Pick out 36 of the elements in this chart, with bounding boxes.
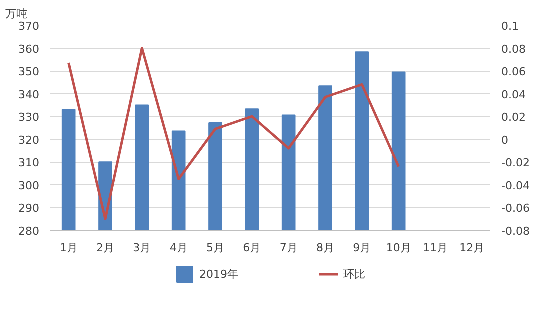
- y-tick-label: 290: [18, 202, 40, 216]
- y-tick-label: 350: [18, 66, 40, 79]
- y2-tick-label: -0.06: [502, 202, 530, 216]
- x-tick-label: 12月: [460, 242, 485, 254]
- x-tick-label: 2月: [96, 242, 114, 254]
- x-tick-label: 10月: [386, 242, 412, 254]
- legend-label: 环比: [344, 266, 366, 282]
- y-tick-label: 340: [18, 88, 40, 102]
- y2-tick-label: -0.04: [502, 179, 530, 192]
- y-axis-title: 万吨: [6, 8, 28, 20]
- x-tick-label: 11月: [423, 242, 448, 254]
- x-tick-label: 8月: [316, 242, 334, 254]
- y2-tick-label: 0.06: [502, 66, 526, 79]
- y2-tick-label: 0.1: [502, 20, 519, 33]
- line-series: [68, 47, 400, 220]
- y2-tick-label: 0.08: [502, 42, 526, 56]
- x-tick-label: 3月: [133, 242, 152, 254]
- y-tick-label: 320: [18, 134, 40, 147]
- legend-label: 2019年: [200, 266, 238, 282]
- y2-tick-label: -0.02: [502, 156, 530, 170]
- y2-tick-label: -0.08: [502, 225, 530, 238]
- x-tick-label: 9月: [353, 242, 372, 254]
- x-tick-label: 5月: [206, 242, 224, 254]
- y2-tick-label: 0.04: [502, 88, 526, 102]
- y-tick-label: 310: [18, 156, 40, 170]
- x-tick-label: 1月: [60, 242, 78, 254]
- y2-tick-label: 0.02: [502, 111, 526, 124]
- y-tick-label: 370: [18, 20, 40, 33]
- y-tick-label: 300: [18, 179, 40, 192]
- x-tick-label: 4月: [170, 242, 188, 254]
- x-tick-label: 7月: [280, 242, 298, 254]
- y-tick-label: 280: [18, 225, 40, 238]
- x-tick-label: 6月: [243, 242, 262, 254]
- y-tick-label: 330: [18, 111, 40, 124]
- y2-tick-label: 0: [502, 134, 508, 147]
- y-tick-label: 360: [18, 42, 40, 56]
